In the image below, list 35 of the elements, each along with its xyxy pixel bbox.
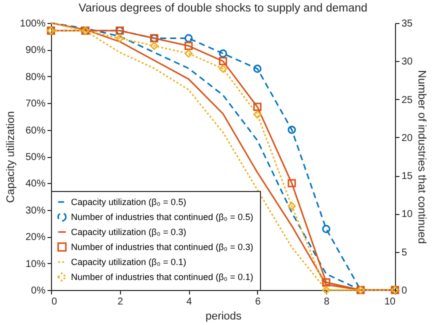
y2-tick-label: 35 — [402, 18, 414, 30]
x-tick-label: 8 — [324, 296, 330, 308]
legend-label: Number of industries that continued (β₀ = 0.1) — [71, 272, 254, 282]
legend-label: Capacity utilization (β₀ = 0.5) — [71, 197, 186, 207]
y-tick-label: 30% — [25, 205, 46, 216]
y-axis-title: Capacity utilization — [4, 111, 17, 203]
x-tick-label: 0 — [52, 296, 58, 308]
y-tick-label: 90% — [25, 45, 46, 56]
chart-title: Various degrees of double shocks to supply and demand — [78, 2, 368, 14]
x-tick-label: 10 — [384, 296, 396, 308]
y-tick-label: 80% — [25, 72, 46, 83]
y2-tick-label: 10 — [402, 209, 414, 220]
x-axis-title: periods — [205, 310, 242, 322]
legend-label: Capacity utilization (β₀ = 0.3) — [71, 227, 186, 237]
x-tick-label: 6 — [255, 296, 262, 308]
legend-label: Number of industries that continued (β₀ = 0.3) — [71, 242, 254, 252]
x-tick-label: 4 — [186, 296, 192, 308]
y2-axis-title: Number of industries that continued — [416, 70, 428, 244]
y-tick-label: 20% — [25, 232, 46, 244]
legend-label: Capacity utilization (β₀ = 0.1) — [71, 257, 186, 267]
y-tick-label: 50% — [25, 152, 46, 163]
x-tick-label: 2 — [118, 296, 124, 308]
y2-tick-label: 25 — [402, 94, 414, 106]
y-tick-label: 60% — [25, 125, 46, 136]
y2-tick-label: 20 — [402, 132, 414, 144]
legend-label: Number of industries that continued (β₀ = 0.5) — [71, 212, 254, 222]
y-tick-label: 40% — [25, 178, 46, 190]
y2-tick-label: 5 — [402, 247, 408, 258]
y-tick-label: 0% — [31, 286, 46, 296]
y2-tick-label: 30 — [402, 56, 414, 68]
y2-tick-label: 15 — [402, 171, 414, 182]
y-tick-label: 10% — [25, 258, 46, 270]
y-tick-label: 70% — [25, 98, 46, 110]
y2-tick-label: 0 — [402, 286, 408, 296]
y-tick-label: 100% — [20, 18, 46, 30]
